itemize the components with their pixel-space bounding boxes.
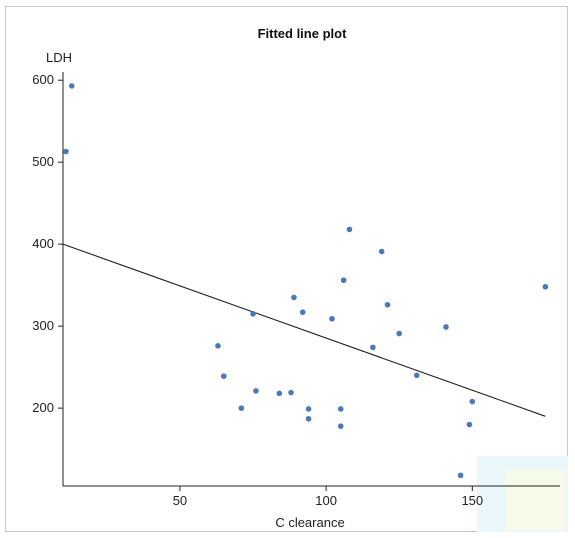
data-point: [276, 390, 283, 397]
data-point: [215, 343, 221, 349]
data-point: [346, 226, 353, 233]
corner-tint-secondary: [505, 470, 565, 530]
ticks: 200 300 400 500 600 50 100 150: [32, 72, 483, 508]
chart-frame: [5, 6, 568, 532]
fit-line-group: [62, 243, 546, 417]
data-point: [413, 372, 420, 379]
data-point: [329, 315, 335, 322]
data-point: [305, 415, 312, 422]
y-tick-label: 300: [32, 318, 54, 333]
x-tick-label: 150: [461, 493, 483, 508]
data-point: [305, 406, 312, 412]
fitted-line: [62, 243, 546, 417]
data-point: [542, 283, 549, 290]
x-tick-label: 50: [173, 493, 187, 508]
y-tick-label: 600: [32, 72, 54, 87]
y-tick-label: 200: [32, 400, 54, 415]
data-point: [378, 248, 385, 255]
data-point: [384, 302, 391, 308]
data-point: [250, 311, 256, 317]
x-tick-label: 100: [315, 493, 337, 508]
data-point: [68, 83, 75, 89]
data-point: [63, 148, 69, 155]
data-point: [299, 309, 306, 316]
data-point: [337, 423, 344, 429]
data-point: [469, 398, 476, 405]
y-axis-label: LDH: [46, 50, 72, 65]
chart-title: Fitted line plot: [258, 26, 347, 41]
data-point: [238, 405, 245, 411]
y-tick-label: 500: [32, 154, 54, 169]
data-point: [220, 373, 227, 379]
data-point: [340, 277, 347, 284]
y-tick-label: 400: [32, 236, 54, 251]
data-point: [291, 294, 297, 301]
data-point: [443, 324, 449, 330]
data-point: [457, 472, 464, 479]
data-point: [370, 344, 376, 351]
x-axis-label: C clearance: [275, 515, 344, 530]
points-group: [63, 83, 549, 479]
data-point: [396, 330, 403, 337]
data-point: [253, 388, 259, 394]
data-point: [337, 406, 344, 412]
axes: [62, 72, 560, 487]
data-point: [288, 389, 294, 396]
data-point: [466, 421, 473, 428]
